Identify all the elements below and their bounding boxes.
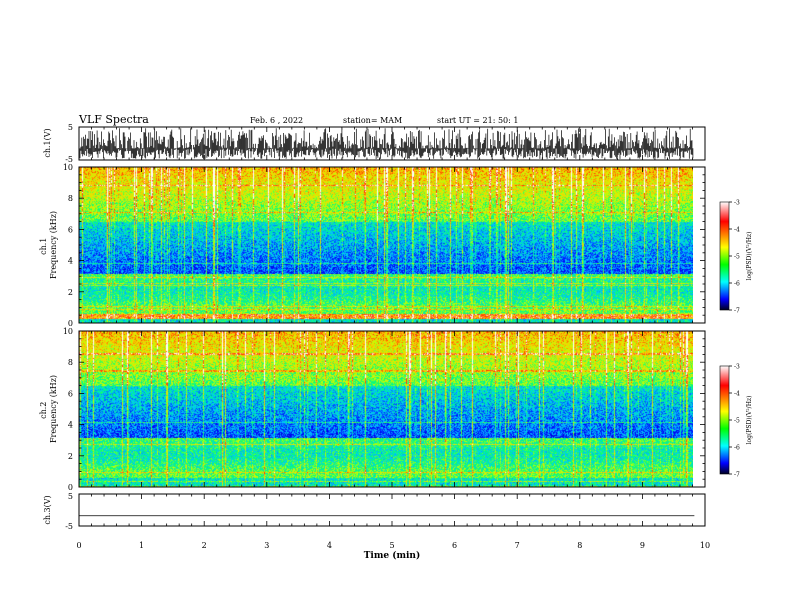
- station-label: station= MAM: [343, 116, 402, 125]
- y-tick-label: 4: [68, 257, 73, 266]
- y-tick-label: 2: [68, 452, 73, 461]
- ch1-colorbar-label: log(PSD)(V²/Hz): [746, 232, 753, 281]
- x-tick-label: 7: [515, 541, 520, 550]
- ch1-spectrogram-image: [79, 167, 693, 323]
- colorbar-tick-label: -4: [734, 391, 740, 398]
- ch1-spectrogram-panel: 0 2 4 6 8 10 ch.1 Frequency (kHz): [39, 163, 706, 328]
- x-tick-label: 5: [389, 541, 394, 550]
- colorbar-tick-label: -6: [734, 281, 740, 288]
- ch3-ytick-bottom: -5: [65, 522, 73, 531]
- ch3-ytick-top: 5: [68, 492, 73, 501]
- date-label: Feb. 6 , 2022: [250, 116, 303, 125]
- ch2-spectrogram-ylabel-line2: Frequency (kHz): [49, 375, 58, 443]
- x-axis-tick-labels: 0 1 2 3 4 5 6 7 8 9 10: [76, 541, 710, 550]
- y-tick-label: 8: [68, 358, 73, 367]
- y-tick-label: 8: [68, 194, 73, 203]
- ch3-waveform-ylabel: ch.3(V): [43, 495, 52, 524]
- colorbar-tick-label: -7: [734, 308, 740, 315]
- y-tick-label: 10: [63, 163, 73, 172]
- ch3-waveform-panel: 5 -5 ch.3(V): [43, 492, 706, 531]
- ch1-waveform-path: [79, 128, 694, 159]
- colorbar-tick-label: -5: [734, 254, 740, 261]
- x-tick-label: 9: [640, 541, 645, 550]
- ch1-spectrogram-ylabel-line2: Frequency (kHz): [49, 211, 58, 279]
- colorbar-tick-label: -4: [734, 227, 740, 234]
- ch1-waveform-trace: [79, 128, 694, 159]
- ch2-colorbar-ticks: -3 -4 -5 -6 -7: [729, 364, 740, 479]
- ch2-spectrogram-ylabel-line1: ch.2: [39, 402, 48, 419]
- x-axis-ticks: [78, 127, 706, 526]
- y-tick-label: 10: [63, 327, 73, 336]
- y-tick-label: 6: [68, 225, 73, 234]
- ch1-colorbar-gradient: [719, 201, 730, 311]
- y-tick-label: 6: [68, 389, 73, 398]
- ch1-ytick-bottom: -5: [65, 155, 73, 164]
- x-axis-label: Time (min): [364, 550, 421, 561]
- x-tick-label: 3: [264, 541, 269, 550]
- colorbar-tick-label: -7: [734, 472, 740, 479]
- ch1-spectrogram-ylabel: ch.1 Frequency (kHz): [39, 211, 58, 279]
- y-tick-label: 0: [68, 483, 73, 492]
- ch2-colorbar-gradient: [719, 365, 730, 475]
- ch2-spectrogram-image: [79, 331, 693, 487]
- x-tick-label: 1: [139, 541, 144, 550]
- ch1-colorbar: -3 -4 -5 -6 -7 log(PSD)(V²/Hz): [719, 200, 753, 315]
- colorbar-tick-label: -3: [734, 364, 740, 371]
- ch1-spectrogram-yticks: 0 2 4 6 8 10: [63, 163, 705, 328]
- x-tick-label: 0: [76, 541, 81, 550]
- ch2-spectrogram-yticks: 0 2 4 6 8 10: [63, 327, 705, 492]
- colorbar-tick-label: -6: [734, 445, 740, 452]
- ch2-colorbar: -3 -4 -5 -6 -7 log(PSD)(V²/Hz): [719, 364, 753, 479]
- x-tick-label: 6: [452, 541, 457, 550]
- x-tick-label: 10: [700, 541, 710, 550]
- x-tick-label: 8: [577, 541, 582, 550]
- ch1-ytick-top: 5: [68, 123, 73, 132]
- x-tick-label: 2: [202, 541, 207, 550]
- ch2-colorbar-label: log(PSD)(V²/Hz): [746, 396, 753, 445]
- ch2-spectrogram-panel: 0 2 4 6 8 10 ch.2 Frequency (kHz): [39, 327, 706, 492]
- x-tick-label: 4: [327, 541, 332, 550]
- y-tick-label: 0: [68, 319, 73, 328]
- y-tick-label: 2: [68, 288, 73, 297]
- ch1-waveform-ylabel: ch.1(V): [43, 128, 52, 157]
- colorbar-tick-label: -5: [734, 418, 740, 425]
- ch1-colorbar-ticks: -3 -4 -5 -6 -7: [729, 200, 740, 315]
- start-time-label: start UT = 21: 50: 1: [437, 116, 518, 125]
- colorbar-tick-label: -3: [734, 200, 740, 207]
- figure-title: VLF Spectra: [78, 113, 149, 126]
- ch1-waveform-panel: 5 -5 ch.1(V): [43, 123, 706, 164]
- y-tick-label: 4: [68, 421, 73, 430]
- ch1-spectrogram-ylabel-line1: ch.1: [39, 238, 48, 255]
- ch2-spectrogram-ylabel: ch.2 Frequency (kHz): [39, 375, 58, 443]
